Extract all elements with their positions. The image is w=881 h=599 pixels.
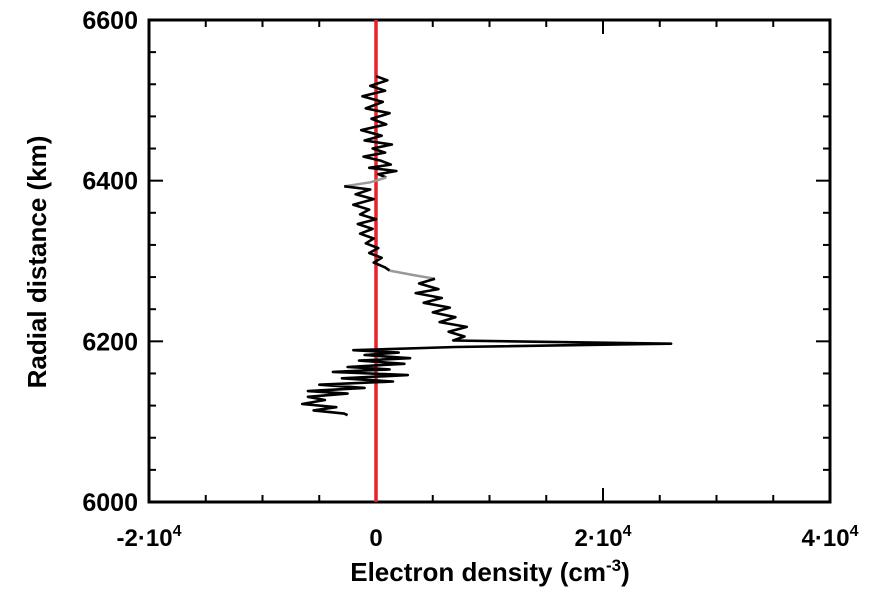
y-tick-label: 6400 (82, 168, 138, 196)
x-tick-label: 0 (369, 525, 382, 552)
interpolated-profile-line (344, 176, 387, 188)
x-tick-label: -2·104 (117, 523, 182, 552)
y-tick-label: 6000 (82, 489, 138, 517)
interpolated-profile-line (389, 269, 436, 280)
y-axis-label: Radial distance (km) (22, 136, 52, 389)
plot-layer: -2·104 0 2·104 4·104 6000 6200 6400 6600 (82, 7, 858, 552)
electron-density-profile-line (344, 185, 391, 272)
x-axis-label: Electron density (cm-3) (350, 556, 630, 587)
x-tick-label: 2·104 (575, 523, 632, 552)
electron-density-profile-line (359, 74, 398, 179)
y-tick-label: 6600 (82, 7, 138, 35)
electron-density-profile-line (300, 277, 673, 417)
x-tick-label: 4·104 (802, 523, 859, 552)
y-tick-label: 6200 (82, 328, 138, 356)
plot-frame (147, 18, 832, 504)
